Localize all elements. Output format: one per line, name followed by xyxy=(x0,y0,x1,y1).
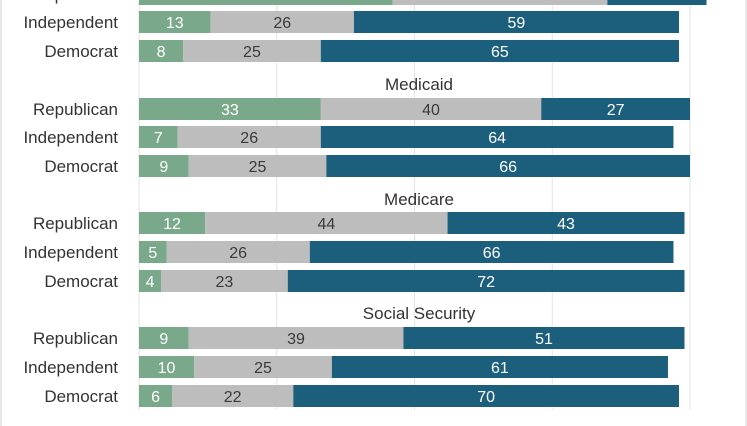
value-labels: 4639181326598256533402772664925661244435… xyxy=(146,0,666,406)
value-label: 4 xyxy=(146,274,155,291)
value-label: 26 xyxy=(229,245,247,262)
value-label: 6 xyxy=(151,389,160,406)
group-title: Social Security xyxy=(363,304,476,323)
row-label: Democrat xyxy=(44,272,118,291)
value-label: 66 xyxy=(499,159,517,176)
bar-segment xyxy=(287,270,685,292)
value-label: 18 xyxy=(648,0,666,4)
row-label: Republican xyxy=(33,214,118,233)
bar-segment xyxy=(139,270,162,292)
value-label: 39 xyxy=(287,331,305,348)
bar-segment xyxy=(172,385,294,407)
row-label: Independent xyxy=(23,243,118,262)
bar-segment xyxy=(320,126,674,148)
bar-segment xyxy=(392,0,608,5)
row-label: Democrat xyxy=(44,387,118,406)
row-label: Democrat xyxy=(44,157,118,176)
bar-segment xyxy=(188,155,327,177)
value-label: 22 xyxy=(224,389,242,406)
row-label: Independent xyxy=(23,13,118,32)
value-label: 8 xyxy=(157,44,166,61)
group-title: Medicaid xyxy=(385,75,453,94)
value-label: 64 xyxy=(488,130,506,147)
row-label: Republican xyxy=(33,0,118,4)
value-label: 44 xyxy=(317,216,335,233)
value-label: 7 xyxy=(154,130,163,147)
group-titles: Medicaid Medicare Social Security xyxy=(363,75,476,323)
value-label: 46 xyxy=(257,0,275,4)
value-label: 26 xyxy=(273,15,291,32)
value-label: 23 xyxy=(216,274,234,291)
bar-segment xyxy=(139,241,167,263)
value-label: 66 xyxy=(483,245,501,262)
bar-segment xyxy=(139,126,178,148)
value-label: 9 xyxy=(159,159,168,176)
value-label: 13 xyxy=(166,15,184,32)
bar-segment xyxy=(188,327,404,349)
bar-segment xyxy=(331,356,668,378)
bar-segment xyxy=(139,385,173,407)
row-label: Republican xyxy=(33,329,118,348)
value-label: 39 xyxy=(491,0,509,4)
value-label: 26 xyxy=(240,130,258,147)
value-label: 51 xyxy=(535,331,553,348)
value-label: 70 xyxy=(477,389,495,406)
bar-segment xyxy=(139,98,321,120)
row-label: Democrat xyxy=(44,42,118,61)
value-label: 61 xyxy=(491,360,509,377)
bar-segment xyxy=(177,126,321,148)
value-label: 40 xyxy=(422,102,440,119)
bar-segment xyxy=(139,356,195,378)
value-label: 25 xyxy=(254,360,272,377)
bar-segment xyxy=(139,155,189,177)
bar-segment xyxy=(139,11,211,33)
value-label: 72 xyxy=(477,274,495,291)
value-label: 27 xyxy=(607,102,625,119)
value-label: 43 xyxy=(557,216,575,233)
row-label: Independent xyxy=(23,358,118,377)
bar-segment xyxy=(139,0,393,5)
bar-segment xyxy=(210,11,354,33)
bar-segment xyxy=(139,40,184,62)
bar-segment xyxy=(139,327,189,349)
value-label: 9 xyxy=(159,331,168,348)
row-label: Republican xyxy=(33,100,118,119)
value-label: 59 xyxy=(508,15,526,32)
value-label: 25 xyxy=(243,44,261,61)
bar-segment xyxy=(541,98,690,120)
bar-segment xyxy=(320,40,679,62)
value-label: 25 xyxy=(249,159,267,176)
bar-segment xyxy=(326,155,690,177)
bar-segment xyxy=(205,212,448,234)
group-title: Medicare xyxy=(384,190,454,209)
bar-segment xyxy=(161,270,288,292)
value-label: 10 xyxy=(158,360,176,377)
value-label: 5 xyxy=(148,245,157,262)
bar-segment xyxy=(183,40,321,62)
bar-segment xyxy=(309,241,674,263)
value-label: 12 xyxy=(163,216,181,233)
value-label: 33 xyxy=(221,102,239,119)
row-labels: Republican Independent Democrat Republican I… xyxy=(23,0,118,406)
bar-segment xyxy=(353,11,679,33)
bar-segment xyxy=(194,356,332,378)
row-label: Independent xyxy=(23,128,118,147)
bar-segments xyxy=(139,0,707,407)
bar-segment xyxy=(607,0,707,5)
bar-segment xyxy=(447,212,685,234)
bar-segment xyxy=(403,327,685,349)
value-label: 65 xyxy=(491,44,509,61)
bar-segment xyxy=(139,212,206,234)
bar-segment xyxy=(320,98,542,120)
bar-segment xyxy=(293,385,679,407)
bar-segment xyxy=(166,241,310,263)
